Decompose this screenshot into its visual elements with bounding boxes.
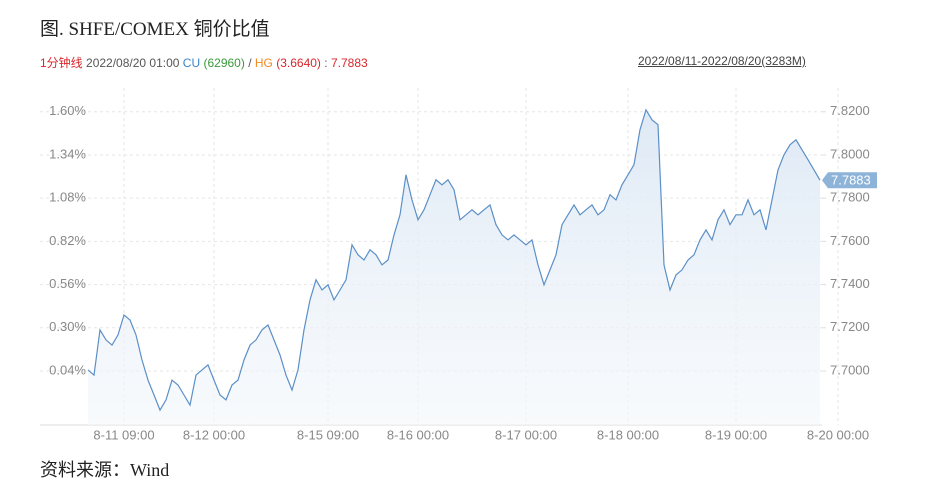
time: 2022/08/20 01:00 bbox=[86, 56, 180, 70]
y2-tick-label: 7.7200 bbox=[830, 319, 870, 334]
hg-value: (3.6640) bbox=[276, 56, 321, 70]
last-value-label: 7.7883 bbox=[831, 173, 871, 188]
y-tick-label: 1.60% bbox=[49, 103, 86, 118]
y-tick-label: 0.56% bbox=[49, 276, 86, 291]
y2-tick-label: 7.7400 bbox=[830, 276, 870, 291]
last-value-tag bbox=[822, 172, 877, 189]
y-tick-label: 0.04% bbox=[49, 362, 86, 377]
chart-title: 图. SHFE/COMEX 铜价比值 bbox=[40, 19, 270, 40]
y2-tick-label: 7.7000 bbox=[830, 362, 870, 377]
info-bar: 1分钟线 2022/08/20 01:00 CU (62960) / HG (3… bbox=[40, 54, 368, 71]
ratio-value: 7.7883 bbox=[330, 56, 368, 70]
line bbox=[87, 108, 821, 412]
cu-label: CU bbox=[182, 56, 201, 70]
cu-value: (62960) bbox=[203, 56, 245, 70]
x-tick-label: 8-12 00:00 bbox=[183, 427, 245, 442]
x-tick-label: 8-11 09:00 bbox=[93, 427, 154, 442]
y-tick-label: 1.08% bbox=[49, 190, 86, 205]
y-tick-label: 1.34% bbox=[49, 146, 86, 161]
separator: / bbox=[248, 56, 252, 70]
area-fill bbox=[88, 109, 820, 426]
separator: : bbox=[324, 56, 328, 70]
period: 1分钟线 bbox=[40, 56, 83, 70]
y-tick-label: 0.30% bbox=[49, 319, 86, 334]
y-tick-label: 0.82% bbox=[49, 233, 86, 248]
x-tick-label: 8-19 00:00 bbox=[705, 427, 767, 442]
source: 资料来源：Wind bbox=[40, 460, 170, 480]
x-tick-label: 8-15 09:00 bbox=[297, 427, 359, 442]
x-tick-label: 8-18 00:00 bbox=[597, 427, 659, 442]
x-tick-label: 8-16 00:00 bbox=[387, 427, 449, 442]
x-tick-label: 8-20 00:00 bbox=[807, 427, 869, 442]
y2-tick-label: 7.8000 bbox=[830, 146, 870, 161]
date-range[interactable]: 2022/08/11-2022/08/20(3283M) bbox=[638, 54, 806, 68]
y2-tick-label: 7.7800 bbox=[830, 190, 870, 205]
hg-label: HG bbox=[254, 56, 273, 70]
x-tick-label: 8-17 00:00 bbox=[495, 427, 557, 442]
y2-tick-label: 7.7600 bbox=[830, 233, 870, 248]
y2-tick-label: 7.8200 bbox=[830, 103, 870, 118]
